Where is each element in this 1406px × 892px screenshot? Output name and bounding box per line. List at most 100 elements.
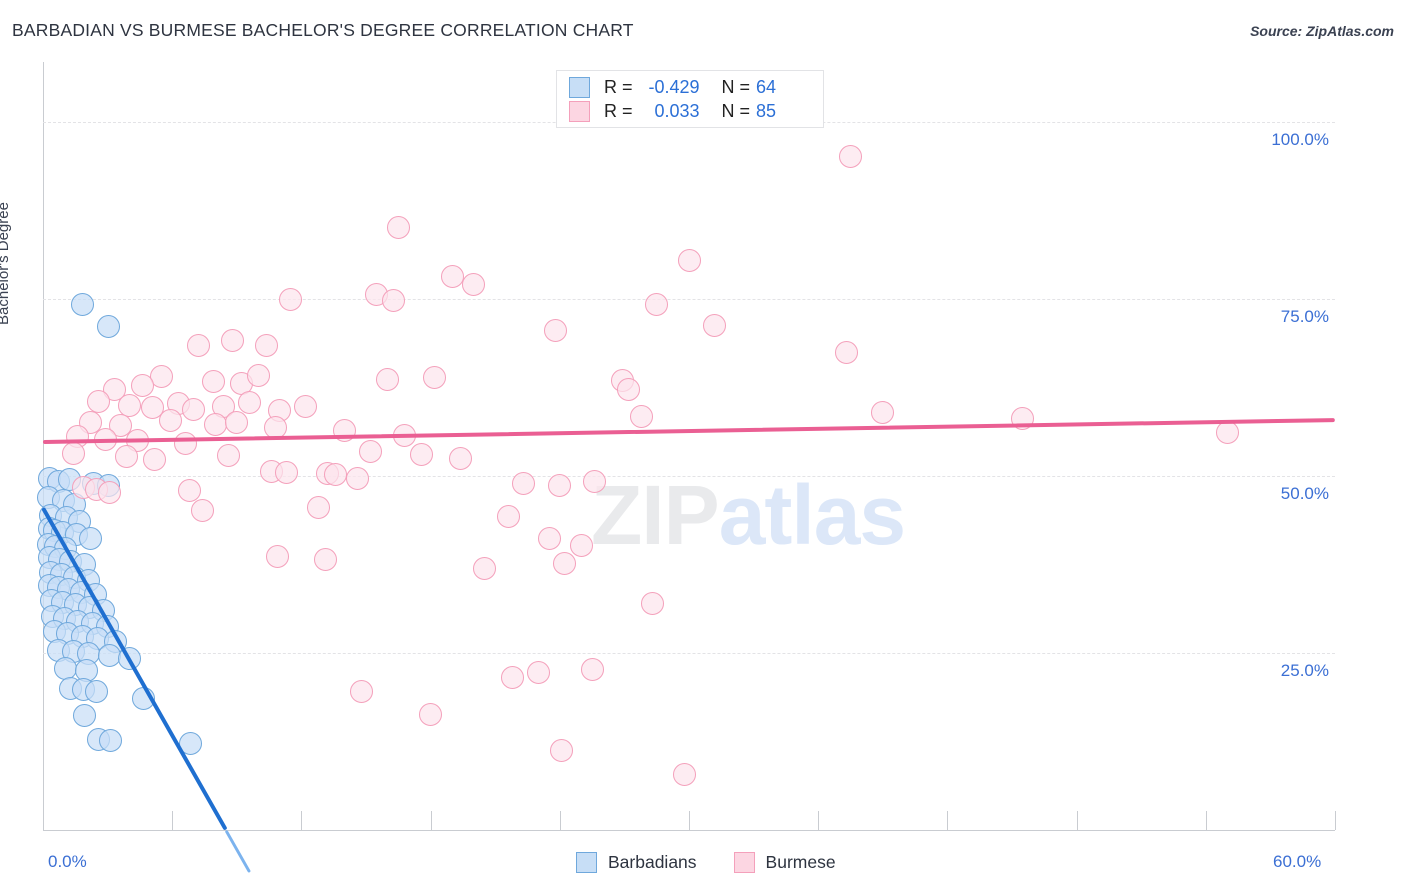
scatter-point-p[interactable] [449,446,473,470]
plot-area: ZIPatlas 25.0% 50.0% 75.0% 100.0% [36,62,1336,873]
scatter-point-p[interactable] [462,272,486,296]
swatch-pink-icon [569,100,590,122]
r-label-pink: R = [604,100,633,121]
scatter-point-p[interactable] [834,340,858,364]
scatter-point-p[interactable] [274,461,298,485]
scatter-point-p[interactable] [382,289,406,313]
scatter-point-p[interactable] [109,413,133,437]
scatter-point-p[interactable] [307,496,331,520]
gridline-y [43,476,1335,478]
scatter-point-p[interactable] [201,369,225,393]
x-tick-label-max: 60.0% [1273,852,1322,871]
watermark: ZIPatlas [591,467,906,564]
scatter-point-p[interactable] [552,552,576,576]
scatter-point-p[interactable] [279,288,303,312]
scatter-point-p[interactable] [246,364,270,388]
scatter-point-p[interactable] [548,473,572,497]
scatter-point-b[interactable] [97,314,121,338]
scatter-point-p[interactable] [115,444,139,468]
scatter-point-p[interactable] [238,390,262,414]
scatter-point-p[interactable] [537,526,561,550]
scatter-point-p[interactable] [472,557,496,581]
scatter-point-p[interactable] [182,398,206,422]
scatter-point-p[interactable] [423,366,447,390]
scatter-point-p[interactable] [640,591,664,615]
scatter-point-p[interactable] [440,264,464,288]
r-value-blue: -0.429 [648,76,700,97]
scatter-point-p[interactable] [703,313,727,337]
x-tick-label-min: 0.0% [48,852,87,871]
y-axis-title: Bachelor's Degree [0,202,12,325]
n-label-blue: N = [721,76,751,97]
scatter-point-p[interactable] [190,498,214,522]
scatter-point-p[interactable] [173,432,197,456]
scatter-point-p[interactable] [203,412,227,436]
scatter-point-p[interactable] [871,400,895,424]
scatter-point-p[interactable] [410,442,434,466]
scatter-point-p[interactable] [582,470,606,494]
scatter-point-p[interactable] [177,479,201,503]
y-tick-label: 75.0% [1280,307,1329,327]
scatter-point-p[interactable] [358,439,382,463]
scatter-point-p[interactable] [350,680,374,704]
y-axis-line [43,62,44,830]
scatter-point-p[interactable] [186,333,210,357]
n-value-pink: 85 [756,100,777,121]
scatter-point-p[interactable] [645,292,669,316]
n-label-pink: N = [721,100,751,121]
scatter-point-p[interactable] [526,661,550,685]
scatter-point-p[interactable] [141,395,165,419]
scatter-point-p[interactable] [324,463,348,487]
scatter-point-p[interactable] [511,471,535,495]
scatter-point-p[interactable] [345,467,369,491]
scatter-point-b[interactable] [71,293,95,317]
scatter-point-p[interactable] [158,408,182,432]
scatter-point-p[interactable] [543,318,567,342]
scatter-point-p[interactable] [677,248,701,272]
scatter-point-p[interactable] [294,394,318,418]
scatter-point-p[interactable] [220,328,244,352]
x-tick [947,811,949,830]
scatter-point-p[interactable] [569,533,593,557]
scatter-point-p[interactable] [376,367,400,391]
scatter-point-p[interactable] [61,441,85,465]
n-value-blue: 64 [756,76,777,97]
y-tick-label: 50.0% [1280,484,1329,504]
scatter-point-p[interactable] [143,447,167,471]
scatter-point-p[interactable] [630,405,654,429]
scatter-point-p[interactable] [673,763,697,787]
x-tick [559,811,561,830]
x-tick [172,811,174,830]
scatter-point-p[interactable] [839,144,862,168]
scatter-point-p[interactable] [266,545,290,569]
scatter-point-p[interactable] [496,504,520,528]
y-tick-label: 25.0% [1280,661,1329,681]
scatter-point-p[interactable] [313,548,337,572]
scatter-point-b[interactable] [78,526,102,550]
correlation-row-barbadians: R = -0.429 N = 64 [569,75,776,99]
scatter-point-p[interactable] [98,480,122,504]
scatter-point-p[interactable] [386,216,410,240]
scatter-point-p[interactable] [117,393,141,417]
legend-item-barbadians[interactable]: Barbadians [576,852,697,873]
scatter-point-p[interactable] [216,444,240,468]
scatter-point-p[interactable] [550,738,574,762]
scatter-point-p[interactable] [580,657,604,681]
scatter-point-b[interactable] [85,679,109,703]
swatch-blue-icon [569,76,590,98]
scatter-point-p[interactable] [500,666,524,690]
legend-item-burmese[interactable]: Burmese [733,852,836,873]
scatter-point-p[interactable] [1215,421,1239,445]
scatter-point-b[interactable] [99,729,123,753]
scatter-point-p[interactable] [225,410,249,434]
scatter-point-p[interactable] [617,377,641,401]
scatter-point-p[interactable] [87,390,111,414]
scatter-point-p[interactable] [419,703,443,727]
scatter-point-b[interactable] [73,703,97,727]
legend-swatch-burmese-icon [733,852,755,873]
scatter-point-p[interactable] [255,334,279,358]
x-tick [1335,811,1336,830]
scatter-point-p[interactable] [130,373,154,397]
watermark-atlas: atlas [718,468,906,562]
